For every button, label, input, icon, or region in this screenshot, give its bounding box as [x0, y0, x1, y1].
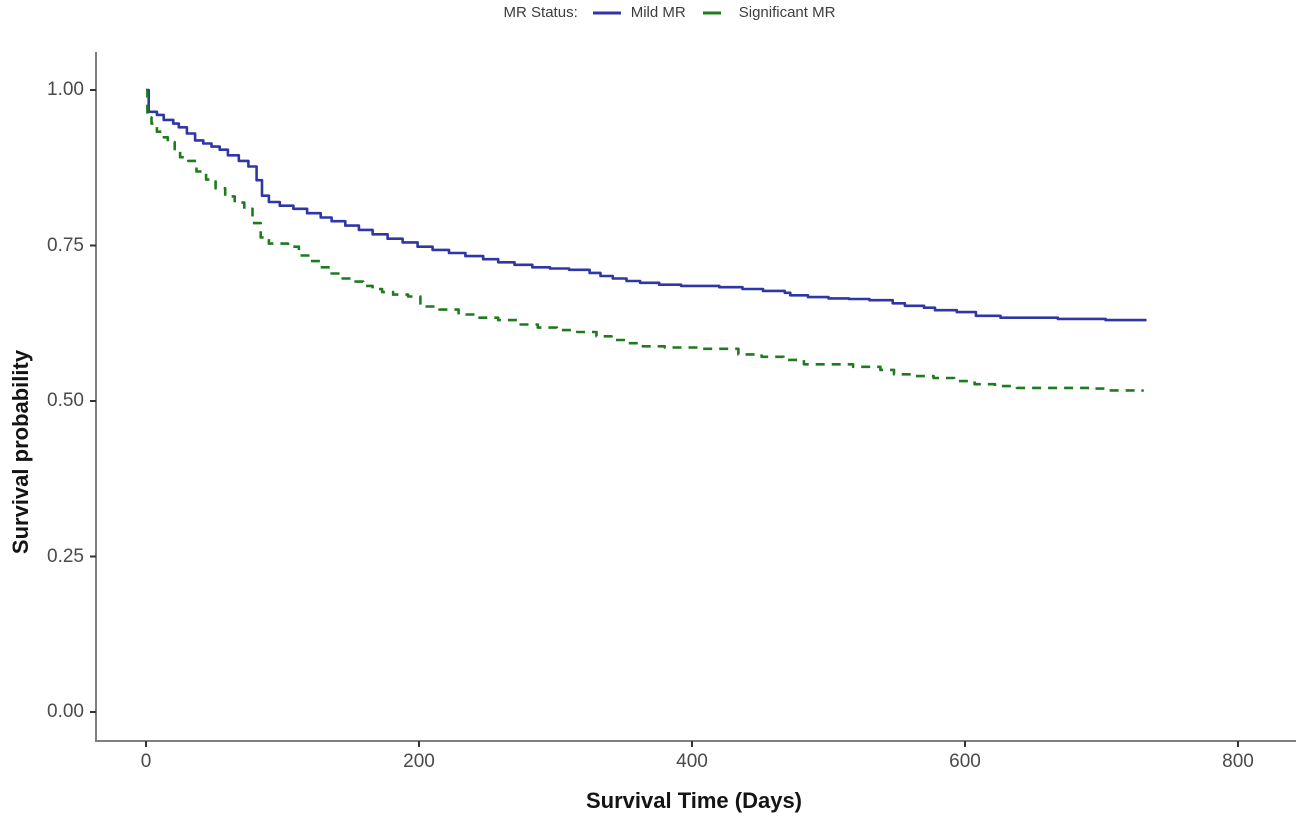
curve-mild-mr — [146, 88, 1147, 322]
legend-label-significant-mr: Significant MR — [738, 4, 836, 21]
significant-mr-line-key-icon — [702, 11, 727, 14]
y-axis-tick-label: 0.75 — [47, 234, 84, 256]
legend-title: MR Status: — [503, 4, 578, 21]
mild-mr-line-key-icon — [592, 11, 621, 14]
x-axis-tick-label: 400 — [676, 751, 708, 772]
x-axis-tick-label: 200 — [403, 751, 435, 772]
legend-label-mild-mr: Mild MR — [630, 4, 686, 21]
y-axis-tick-label: 1.00 — [47, 79, 84, 100]
legend-item-significant-mr: Significant MR — [700, 4, 836, 21]
y-axis-tick-label: 0.00 — [47, 701, 84, 722]
legend-item-mild-mr: Mild MR — [592, 4, 686, 21]
x-axis-tick-label: 0 — [140, 751, 152, 772]
x-axis-tick-label: 800 — [1222, 751, 1254, 772]
y-axis-title: Survival probability — [8, 349, 33, 555]
legend: MR Status: Mild MR Significant MR — [0, 4, 1299, 21]
x-axis-tick-label: 600 — [949, 751, 981, 772]
x-axis-title: Survival Time (Days) — [585, 788, 803, 813]
curve-significant-mr — [146, 88, 1144, 392]
y-axis-tick-label: 0.50 — [47, 390, 84, 411]
y-axis-tick-label: 0.25 — [47, 545, 84, 567]
